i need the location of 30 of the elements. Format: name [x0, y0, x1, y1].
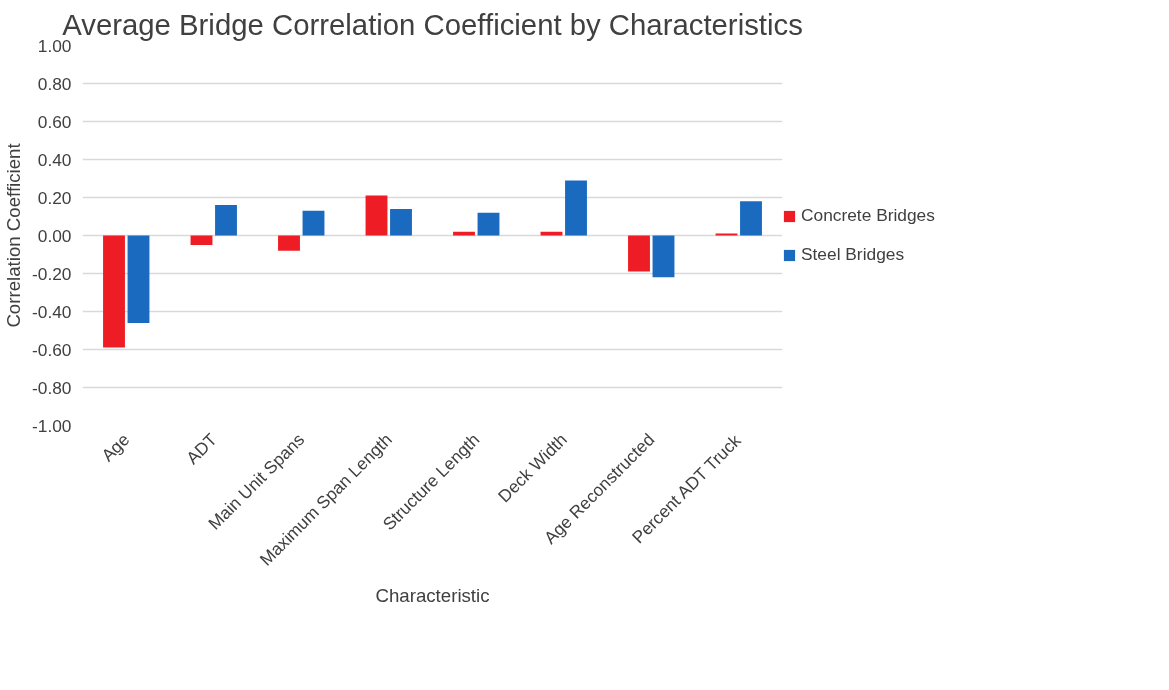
bar: [190, 235, 213, 245]
bar: [390, 208, 412, 236]
x-axis-title: Characteristic: [375, 584, 490, 606]
bar: [477, 212, 500, 236]
bar: [453, 231, 475, 236]
y-tick-label: -1.00: [32, 415, 72, 436]
y-tick-label: 0.60: [37, 111, 72, 132]
y-tick-label: -0.20: [32, 263, 72, 284]
bar: [740, 201, 762, 236]
bar: [628, 235, 650, 272]
legend-label: Concrete Bridges: [801, 205, 935, 226]
legend-label: Steel Bridges: [801, 244, 905, 265]
bar: [652, 235, 675, 278]
y-tick-label: -0.80: [32, 377, 72, 398]
y-tick-label: 0.80: [37, 73, 72, 94]
y-tick-label: 0.40: [37, 149, 72, 170]
bar: [127, 235, 150, 323]
bar: [103, 235, 125, 348]
bar: [540, 231, 563, 236]
bar: [215, 205, 237, 236]
y-tick-label: -0.40: [32, 301, 72, 322]
y-tick-label: -0.60: [32, 339, 72, 360]
bar: [302, 210, 325, 236]
y-tick-label: 0.00: [37, 225, 72, 246]
x-tick-label: Age: [97, 429, 134, 466]
bar: [278, 235, 300, 251]
bar: [565, 180, 587, 236]
y-axis-title: Correlation Coefficient: [3, 142, 24, 328]
bar: [365, 195, 388, 236]
y-tick-label: 0.20: [37, 187, 72, 208]
